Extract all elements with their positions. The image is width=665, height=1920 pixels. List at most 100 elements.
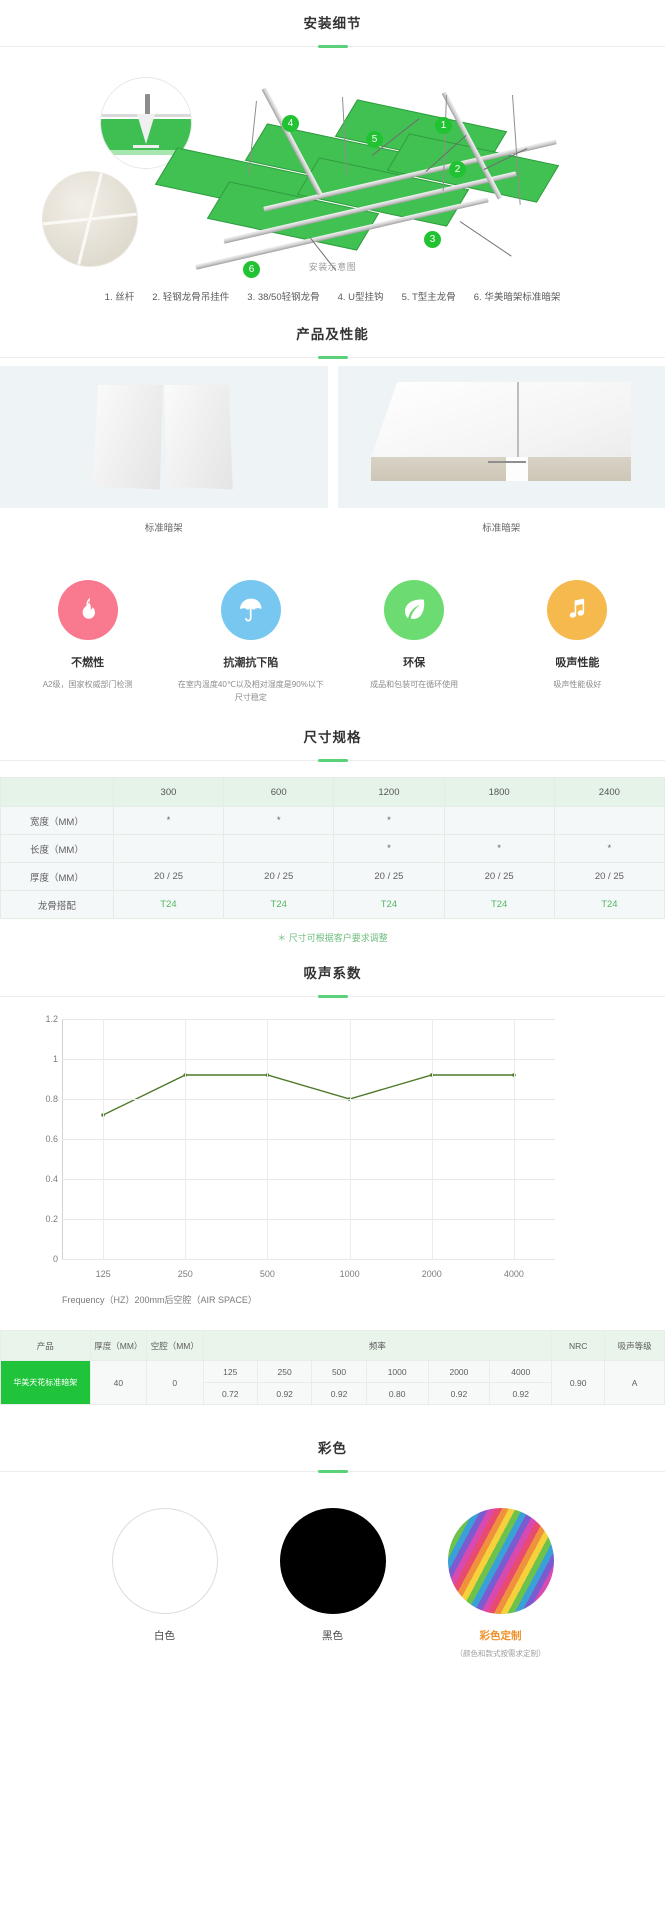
cell-length-600 [223, 834, 335, 863]
ac-freq-250: 250 [256, 1360, 313, 1383]
feature-title: 抗潮抗下陷 [223, 657, 279, 669]
y-gridline [62, 1139, 555, 1140]
x-gridline [513, 1019, 515, 1259]
color-option-white[interactable]: 白色 [100, 1508, 230, 1659]
install-legend: 1. 丝杆 2. 轻钢龙骨吊挂件 3. 38/50轻钢龙骨 4. U型挂钩 5.… [0, 275, 665, 311]
callout-badge-1: 1 [435, 117, 452, 134]
color-option-custom[interactable]: 彩色定制 （颜色和款式按需求定制） [436, 1508, 566, 1659]
heading-underline [0, 760, 665, 761]
y-gridline [62, 1259, 555, 1260]
ac-col-cavity: 空腔（MM） [146, 1330, 204, 1361]
x-axis-tick: 1000 [339, 1269, 360, 1279]
cell-length-300 [112, 834, 225, 863]
ac-freq-2000: 2000 [427, 1360, 491, 1383]
feature-title: 吸声性能 [555, 657, 600, 669]
table-row: 华美天花标准暗架 40 0 125 250 500 1000 2000 4000… [0, 1360, 665, 1405]
cell-grid-1200: T24 [333, 890, 445, 919]
cell-thick-2400: 20 / 25 [553, 862, 665, 891]
y-gridline [62, 1019, 555, 1020]
row-label-thickness: 厚度（MM） [0, 862, 114, 891]
heading-underline [0, 46, 665, 47]
cell-thick-1200: 20 / 25 [333, 862, 445, 891]
product-photo-item: 标准暗架 [0, 366, 328, 534]
swatch-white [111, 1508, 218, 1614]
cell-width-1800 [443, 806, 555, 835]
callout-badge-3: 3 [424, 231, 441, 248]
ac-coef-4000: 0.92 [489, 1382, 553, 1405]
legend-item-5: 5. T型主龙骨 [401, 292, 456, 303]
table-row: 0.72 0.92 0.92 0.80 0.92 0.92 [1, 1382, 665, 1405]
feature-row: 不燃性 A2级，国家权威部门检测 抗潮抗下陷 在室内温度40℃以及相对湿度是90… [0, 534, 665, 714]
leaf-icon [384, 580, 445, 640]
y-gridline [62, 1219, 555, 1220]
color-label: 白色 [154, 1630, 175, 1642]
size-col-300: 300 [112, 777, 225, 807]
absorption-chart: 1.2 1 0.8 0.6 0.4 0.2 0 125 250 500 1000 2000 4000 F… [0, 997, 665, 1306]
umbrella-icon [220, 580, 281, 640]
chart-caption: Frequency（HZ）200mm后空腔（AIR SPACE） [62, 1295, 257, 1305]
heading-underline [0, 357, 665, 358]
surface-texture-photo [42, 171, 138, 267]
table-row: 宽度（MM） * * * [0, 806, 665, 835]
feature-desc: A2级，国家权威部门检测 [42, 680, 133, 689]
section-title-product: 产品及性能 [296, 327, 369, 342]
ac-freq-1000: 1000 [365, 1360, 429, 1383]
cell-length-1200: * [333, 834, 445, 863]
table-row: 长度（MM） * * * [0, 834, 665, 863]
color-sublabel: （颜色和款式按需求定制） [455, 1649, 546, 1658]
x-axis-tick: 4000 [503, 1269, 524, 1279]
row-label-length: 长度（MM） [0, 834, 114, 863]
product-photo-left[interactable] [0, 366, 328, 508]
size-col-1200: 1200 [333, 777, 445, 807]
ac-coef-1000: 0.80 [365, 1382, 429, 1405]
callout-badge-6: 6 [243, 261, 260, 278]
size-col-600: 600 [223, 777, 335, 807]
chart-plot-area: 1.2 1 0.8 0.6 0.4 0.2 0 125 250 500 1000 2000 4000 [45, 1014, 555, 1279]
section-color-heading: 彩色 [0, 1405, 665, 1472]
ac-col-frequency: 频率 [202, 1330, 553, 1361]
table-header-row: 产品 厚度（MM） 空腔（MM） 频率 NRC 吸声等级 [0, 1330, 665, 1361]
panel-edge-image [371, 382, 632, 492]
x-gridline [267, 1019, 269, 1259]
ac-freq-500: 500 [311, 1360, 367, 1383]
callout-badge-5: 5 [366, 131, 383, 148]
cell-length-1800: * [443, 834, 555, 863]
cell-length-2400: * [553, 834, 665, 863]
size-spec-table: 300 600 1200 1800 2400 宽度（MM） * * * 长度（M… [0, 777, 665, 919]
ac-coef-125: 0.72 [202, 1382, 258, 1405]
product-photo-caption: 标准暗架 [144, 523, 183, 534]
ac-cell-nrc: 0.90 [551, 1360, 606, 1405]
color-option-black[interactable]: 黑色 [268, 1508, 398, 1659]
ac-cell-grade: A [604, 1360, 665, 1405]
heading-underline [0, 996, 665, 997]
feature-desc: 吸声性能极好 [553, 680, 602, 689]
y-axis-tick: 0.8 [45, 1094, 58, 1104]
ac-cell-thickness: 40 [89, 1360, 148, 1405]
feature-item-fireproof: 不燃性 A2级，国家权威部门检测 [6, 580, 169, 704]
ac-freq-125: 125 [202, 1360, 258, 1383]
flame-icon [57, 580, 118, 640]
section-title-size: 尺寸规格 [303, 730, 362, 745]
ac-coef-2000: 0.92 [427, 1382, 491, 1405]
color-options-row: 白色 黑色 彩色定制 （颜色和款式按需求定制） [0, 1472, 665, 1699]
swatch-multicolor [447, 1508, 554, 1614]
x-gridline [431, 1019, 433, 1259]
install-diagram-container: 4 5 1 2 3 6 安装示意图 [0, 53, 665, 278]
legend-item-4: 4. U型挂钩 [337, 292, 384, 303]
y-gridline [62, 1179, 555, 1180]
x-gridline [103, 1019, 105, 1259]
feature-item-eco: 环保 成品和包装可在循环使用 [333, 580, 496, 704]
x-axis-tick: 250 [177, 1269, 193, 1279]
product-photo-right[interactable] [337, 366, 665, 508]
ac-freq-4000: 4000 [489, 1360, 553, 1383]
size-table-note: ＊ 尺寸可根据客户要求调整 [277, 933, 388, 943]
hanger-stud-icon [145, 94, 151, 117]
section-install-heading: 安装细节 [0, 0, 665, 47]
cell-width-300: * [112, 806, 225, 835]
callout-badge-4: 4 [282, 115, 299, 132]
section-product-heading: 产品及性能 [0, 311, 665, 358]
hanger-clip-icon [137, 114, 155, 144]
ac-col-product: 产品 [0, 1330, 91, 1361]
callout-badge-2: 2 [449, 161, 466, 178]
y-gridline [62, 1059, 555, 1060]
